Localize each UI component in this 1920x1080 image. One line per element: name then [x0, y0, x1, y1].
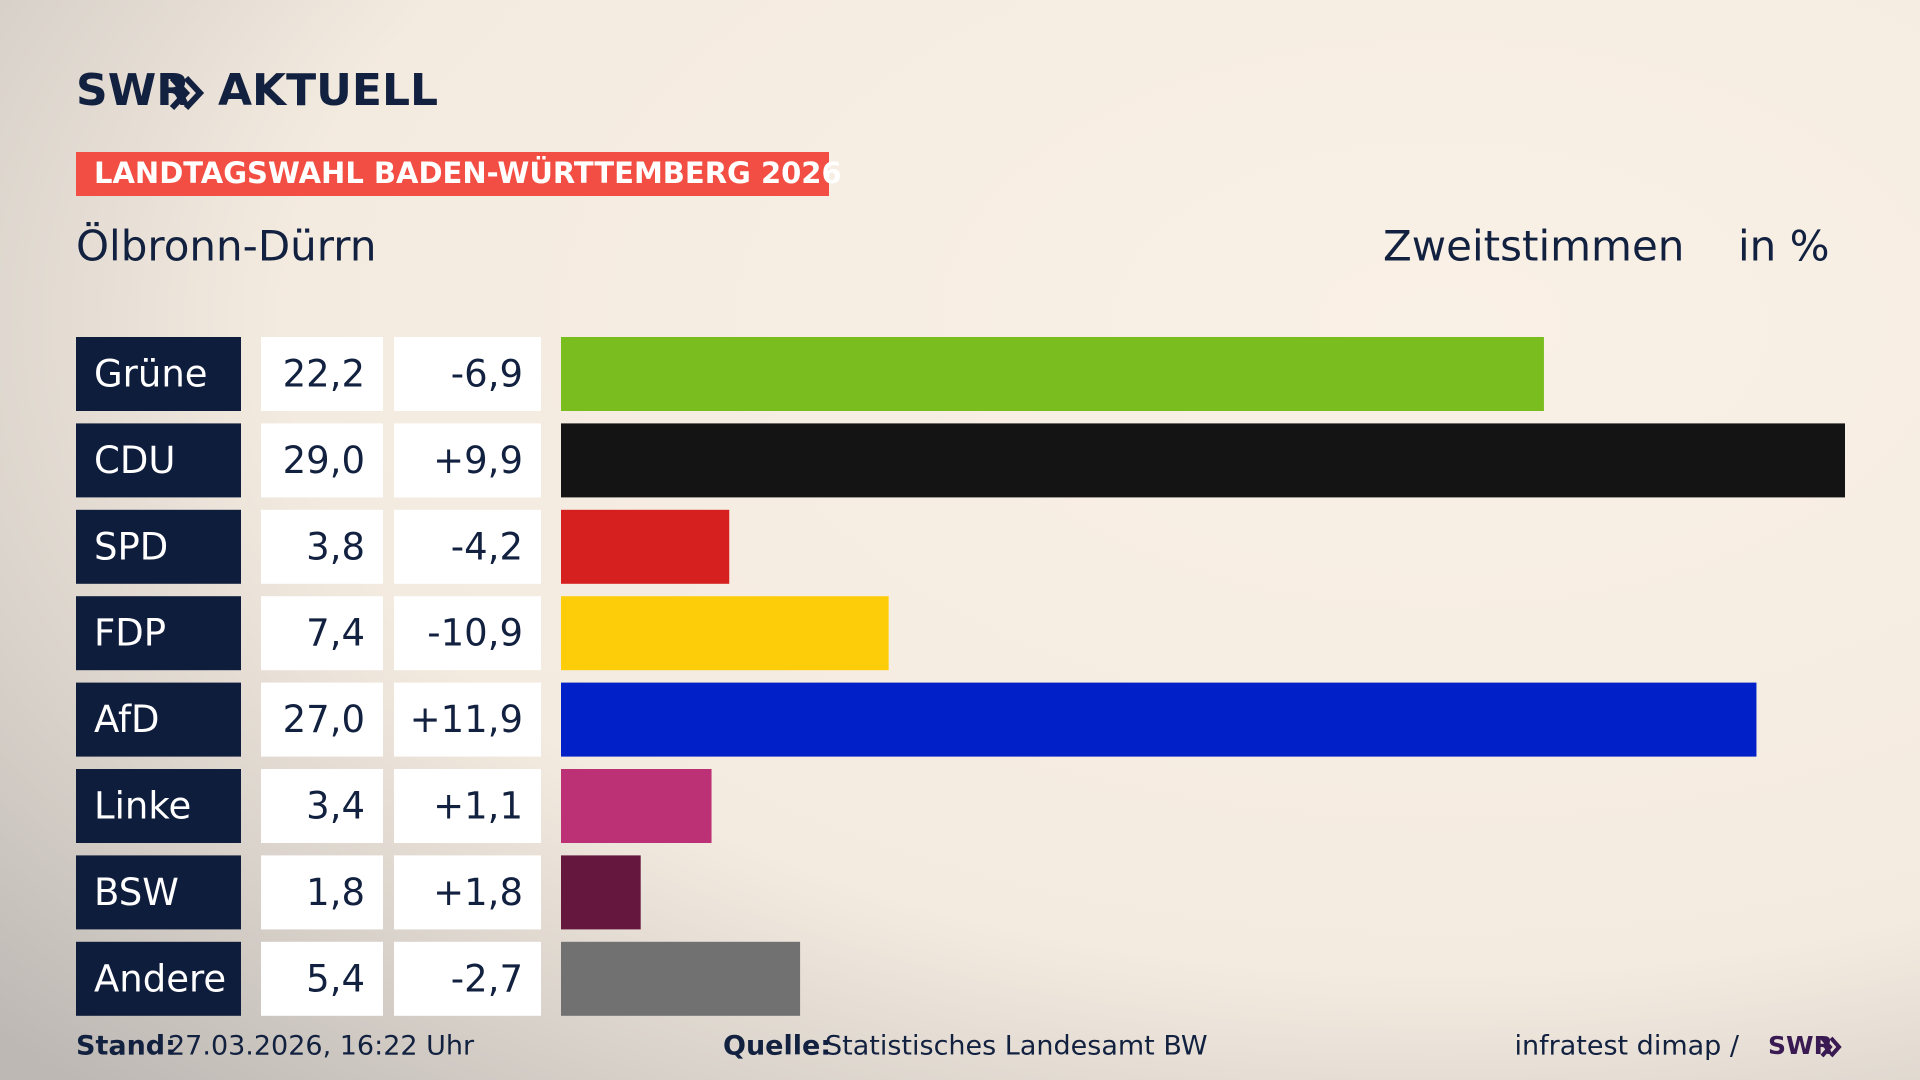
party-label: CDU	[94, 439, 175, 482]
change-label: +1,1	[433, 785, 523, 828]
stand-label: Stand:	[76, 1031, 176, 1062]
party-cell	[76, 769, 241, 843]
party-cell	[76, 682, 241, 757]
party-label: AfD	[94, 698, 160, 741]
stand: 27.03.2026, 16:22 Uhr	[168, 1031, 475, 1062]
bar	[561, 682, 1757, 757]
change-cell	[394, 682, 541, 757]
change-label: +1,8	[433, 871, 523, 914]
credit: infratest dimap /	[1514, 1031, 1739, 1062]
change-label: -4,2	[451, 525, 523, 568]
bar	[561, 769, 712, 843]
value-label: 5,4	[306, 957, 365, 1000]
party-label: Grüne	[94, 353, 208, 396]
party-cell	[76, 509, 241, 584]
party-label: Linke	[94, 785, 191, 828]
source-label: Quelle:	[723, 1031, 831, 1062]
logo-suffix: AKTUELL	[218, 65, 438, 116]
logo-chevrons	[169, 75, 205, 111]
change-cell	[394, 941, 541, 1016]
banner: LANDTAGSWAHL BADEN-WÜRTTEMBERG 2026	[94, 156, 842, 190]
value-label: 1,8	[306, 871, 365, 914]
party-cell	[76, 596, 241, 671]
source: Statistisches Landesamt BW	[825, 1031, 1208, 1062]
value-cell	[261, 423, 383, 498]
value-label: 3,4	[306, 785, 365, 828]
value-label: 29,0	[283, 439, 365, 482]
measure: Zweitstimmen	[1383, 222, 1684, 271]
value-cell	[261, 596, 383, 671]
unit: in %	[1738, 222, 1830, 271]
change-label: +11,9	[410, 698, 523, 741]
party-cell	[76, 423, 241, 498]
party-label: Andere	[94, 957, 226, 1000]
bar	[561, 337, 1544, 411]
value-label: 27,0	[283, 698, 365, 741]
value-cell	[261, 941, 383, 1016]
subtitle: Ölbronn-Dürrn	[76, 221, 376, 271]
change-cell	[394, 337, 541, 411]
change-cell	[394, 509, 541, 584]
change-label: -10,9	[427, 612, 523, 655]
value-cell	[261, 509, 383, 584]
change-cell	[394, 769, 541, 843]
party-cell	[76, 941, 241, 1016]
change-cell	[394, 596, 541, 671]
party-label: BSW	[94, 871, 179, 914]
change-cell	[394, 423, 541, 498]
change-label: -2,7	[451, 957, 523, 1000]
value-cell	[261, 769, 383, 843]
logo: SWR	[76, 65, 190, 116]
credit-chevrons	[1820, 1036, 1842, 1058]
bar	[561, 423, 1845, 498]
banner-bg	[76, 152, 829, 196]
change-label: -6,9	[451, 353, 523, 396]
party-cell	[76, 855, 241, 930]
bar	[561, 941, 801, 1016]
bar	[561, 855, 641, 930]
bar	[561, 596, 889, 671]
change-cell	[394, 855, 541, 930]
value-cell	[261, 855, 383, 930]
value-cell	[261, 337, 383, 411]
party-label: SPD	[94, 525, 168, 568]
bar	[561, 509, 730, 584]
value-label: 7,4	[306, 612, 365, 655]
value-label: 22,2	[283, 353, 365, 396]
party-label: FDP	[94, 612, 166, 655]
change-label: +9,9	[433, 439, 523, 482]
value-label: 3,8	[306, 525, 365, 568]
party-cell	[76, 337, 241, 411]
value-cell	[261, 682, 383, 757]
